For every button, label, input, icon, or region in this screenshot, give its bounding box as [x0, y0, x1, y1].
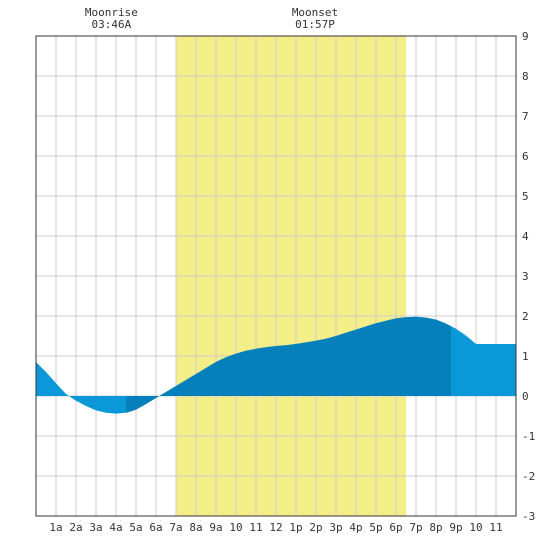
x-tick-label: 4a: [109, 521, 122, 534]
grid-layer: [36, 35, 516, 517]
y-tick-label: 0: [522, 390, 529, 403]
x-tick-label: 7p: [409, 521, 422, 534]
x-tick-label: 5a: [129, 521, 142, 534]
annotation-label: Moonrise: [85, 6, 138, 19]
x-tick-label: 3a: [89, 521, 102, 534]
x-tick-label: 2p: [309, 521, 322, 534]
x-tick-label: 1a: [49, 521, 62, 534]
y-tick-label: 8: [522, 70, 529, 83]
annotation-label: Moonset: [292, 6, 338, 19]
x-tick-label: 9a: [209, 521, 222, 534]
x-tick-label: 9p: [449, 521, 462, 534]
y-tick-label: 5: [522, 190, 529, 203]
plot-border: [35, 35, 517, 517]
y-tick-label: 3: [522, 270, 529, 283]
y-tick-label: -1: [522, 430, 535, 443]
x-tick-label: 4p: [349, 521, 362, 534]
y-tick-label: 7: [522, 110, 529, 123]
x-tick-label: 8p: [429, 521, 442, 534]
x-tick-label: 2a: [69, 521, 82, 534]
y-tick-label: 4: [522, 230, 529, 243]
annotation-time: 01:57P: [295, 18, 335, 31]
x-tick-label: 11: [249, 521, 262, 534]
x-tick-label: 8a: [189, 521, 202, 534]
y-tick-label: -3: [522, 510, 535, 523]
axis-layer: [35, 35, 517, 517]
x-tick-label: 10: [469, 521, 482, 534]
y-tick-label: -2: [522, 470, 535, 483]
x-tick-label: 6a: [149, 521, 162, 534]
annotation-time: 03:46A: [92, 18, 132, 31]
y-tick-label: 2: [522, 310, 529, 323]
x-tick-label: 10: [229, 521, 242, 534]
x-tick-label: 12: [269, 521, 282, 534]
x-tick-label: 1p: [289, 521, 302, 534]
x-tick-label: 11: [489, 521, 502, 534]
y-tick-label: 1: [522, 350, 529, 363]
y-tick-label: 6: [522, 150, 529, 163]
x-tick-label: 3p: [329, 521, 342, 534]
x-tick-label: 5p: [369, 521, 382, 534]
y-tick-label: 9: [522, 30, 529, 43]
x-tick-label: 7a: [169, 521, 182, 534]
x-tick-label: 6p: [389, 521, 402, 534]
